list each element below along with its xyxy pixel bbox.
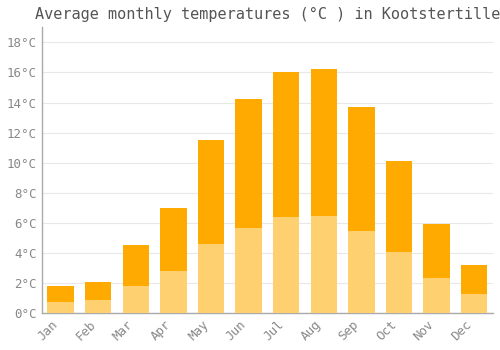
Bar <box>48 302 74 313</box>
Bar <box>386 252 412 313</box>
Bar <box>461 265 487 313</box>
Bar <box>198 244 224 313</box>
Bar <box>198 140 224 313</box>
Bar <box>122 245 149 313</box>
Bar <box>122 286 149 313</box>
Bar <box>160 271 186 313</box>
Title: Average monthly temperatures (°C ) in Kootstertille: Average monthly temperatures (°C ) in Ko… <box>34 7 500 22</box>
Bar <box>310 216 337 313</box>
Bar <box>48 286 74 313</box>
Bar <box>348 107 374 313</box>
Bar <box>424 224 450 313</box>
Bar <box>85 281 112 313</box>
Bar <box>160 208 186 313</box>
Bar <box>348 231 374 313</box>
Bar <box>273 217 299 313</box>
Bar <box>273 72 299 313</box>
Bar <box>236 99 262 313</box>
Bar <box>424 278 450 313</box>
Bar <box>236 228 262 313</box>
Bar <box>386 161 412 313</box>
Bar <box>310 69 337 313</box>
Bar <box>461 294 487 313</box>
Bar <box>85 300 112 313</box>
